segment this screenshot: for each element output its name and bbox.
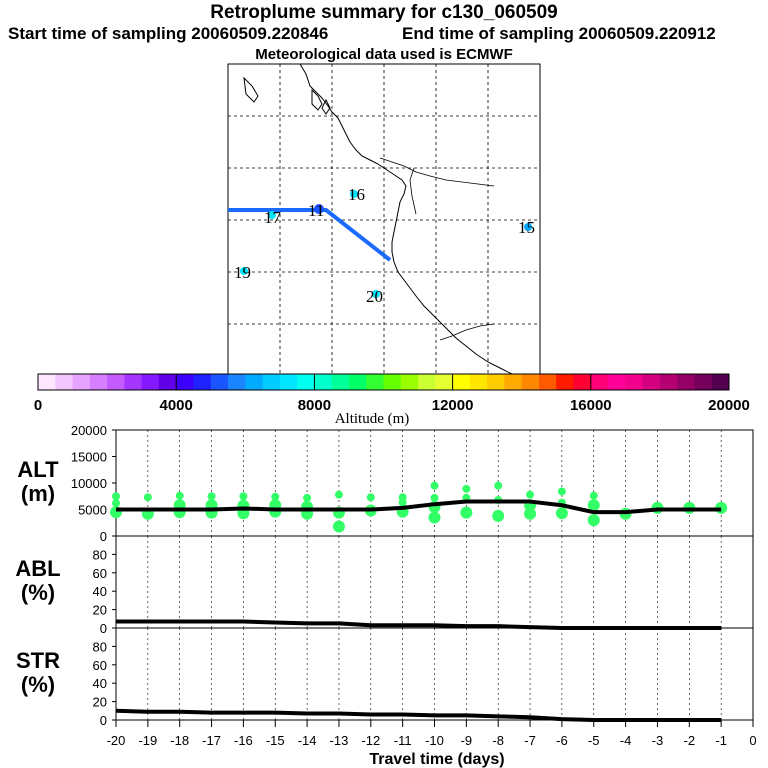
panel-unit: (%) <box>21 672 55 697</box>
x-tick-label: -15 <box>266 733 285 748</box>
scatter-point <box>334 490 343 499</box>
y-tick-label: 0 <box>100 529 107 544</box>
map-point <box>524 223 532 231</box>
scatter-point <box>555 507 568 520</box>
map-label: 11 <box>308 201 324 220</box>
scatter-point <box>332 520 345 533</box>
scatter-point <box>175 491 184 500</box>
map-point <box>372 290 380 298</box>
scatter-point <box>239 492 248 501</box>
x-tick-label: -3 <box>652 733 664 748</box>
series-line <box>116 499 722 515</box>
scatter-point <box>492 509 505 522</box>
map-point <box>240 267 248 275</box>
coast-islands <box>243 76 331 115</box>
x-tick-label: -18 <box>170 733 189 748</box>
scatter-point <box>428 511 441 524</box>
x-tick-label: -5 <box>588 733 600 748</box>
scatter-point <box>303 493 312 502</box>
map-label: 15 <box>518 218 535 237</box>
x-tick-label: -2 <box>684 733 696 748</box>
start-time-text: Start time of sampling 20060509.220846 <box>8 24 329 43</box>
y-tick-label: 60 <box>93 566 107 581</box>
met-data-text: Meteorological data used is ECMWF <box>255 46 513 63</box>
scatter-point <box>366 493 375 502</box>
scatter-point <box>462 484 471 493</box>
map-point <box>314 204 324 214</box>
y-tick-label: 15000 <box>71 450 107 465</box>
y-tick-label: 0 <box>100 713 107 728</box>
y-tick-label: 40 <box>93 676 107 691</box>
scatter-point <box>143 493 152 502</box>
map-label: 17 <box>264 208 282 227</box>
y-tick-label: 60 <box>93 658 107 673</box>
scatter-point <box>587 514 600 527</box>
scatter-point <box>112 499 120 508</box>
border-lines <box>379 157 495 341</box>
scatter-point <box>460 506 473 519</box>
x-tick-label: -17 <box>202 733 221 748</box>
scatter-point <box>430 493 439 502</box>
coastline <box>299 63 513 375</box>
x-tick-label: -8 <box>492 733 504 748</box>
chart-title: Retroplume summary for c130_060509 <box>210 2 558 23</box>
retroplume-track <box>228 208 392 262</box>
series-line <box>116 619 722 630</box>
x-tick-label: -10 <box>425 733 444 748</box>
panel-unit: (m) <box>21 481 55 506</box>
y-tick-label: 80 <box>93 639 107 654</box>
x-tick-label: -16 <box>234 733 253 748</box>
scatter-point <box>430 481 439 490</box>
scatter-point <box>589 491 598 500</box>
x-tick-label: -12 <box>361 733 380 748</box>
map-label: 16 <box>348 185 365 204</box>
x-tick-label: -11 <box>394 733 412 748</box>
x-tick-label: -1 <box>715 733 727 748</box>
end-time-text: End time of sampling 20060509.220912 <box>402 24 716 43</box>
map-point <box>268 211 276 219</box>
x-tick-label: 0 <box>749 733 756 748</box>
panel-label: ALT <box>17 457 59 482</box>
scatter-point <box>494 481 503 490</box>
y-tick-label: 5000 <box>78 503 107 518</box>
x-tick-label: -14 <box>298 733 317 748</box>
x-tick-label: -19 <box>138 733 157 748</box>
x-tick-label: -20 <box>107 733 126 748</box>
x-tick-label: -4 <box>620 733 632 748</box>
scatter-point <box>271 492 280 501</box>
x-tick-label: -6 <box>556 733 568 748</box>
panel-label: STR <box>16 648 60 673</box>
scatter-point <box>207 492 216 501</box>
y-tick-label: 40 <box>93 584 107 599</box>
x-tick-label: -7 <box>524 733 536 748</box>
scatter-point <box>557 487 566 496</box>
panel-label: ABL <box>15 556 60 581</box>
y-tick-label: 20 <box>93 603 107 618</box>
map-point <box>350 190 358 198</box>
x-axis-label: Travel time (days) <box>369 751 504 768</box>
x-tick-label: -13 <box>330 733 349 748</box>
y-tick-label: 20 <box>93 695 107 710</box>
scatter-point <box>587 499 600 512</box>
panel-unit: (%) <box>21 580 55 605</box>
scatter-point <box>398 493 407 502</box>
map-label: 19 <box>234 263 251 282</box>
y-tick-label: 10000 <box>71 476 107 491</box>
y-tick-label: 0 <box>100 621 107 636</box>
y-tick-label: 20000 <box>71 423 107 438</box>
scatter-point <box>524 507 537 520</box>
y-tick-label: 80 <box>93 547 107 562</box>
scatter-point <box>112 492 120 501</box>
series-line <box>115 708 722 722</box>
scatter-point <box>526 490 535 499</box>
map-label: 20 <box>366 287 383 306</box>
x-tick-label: -9 <box>461 733 473 748</box>
